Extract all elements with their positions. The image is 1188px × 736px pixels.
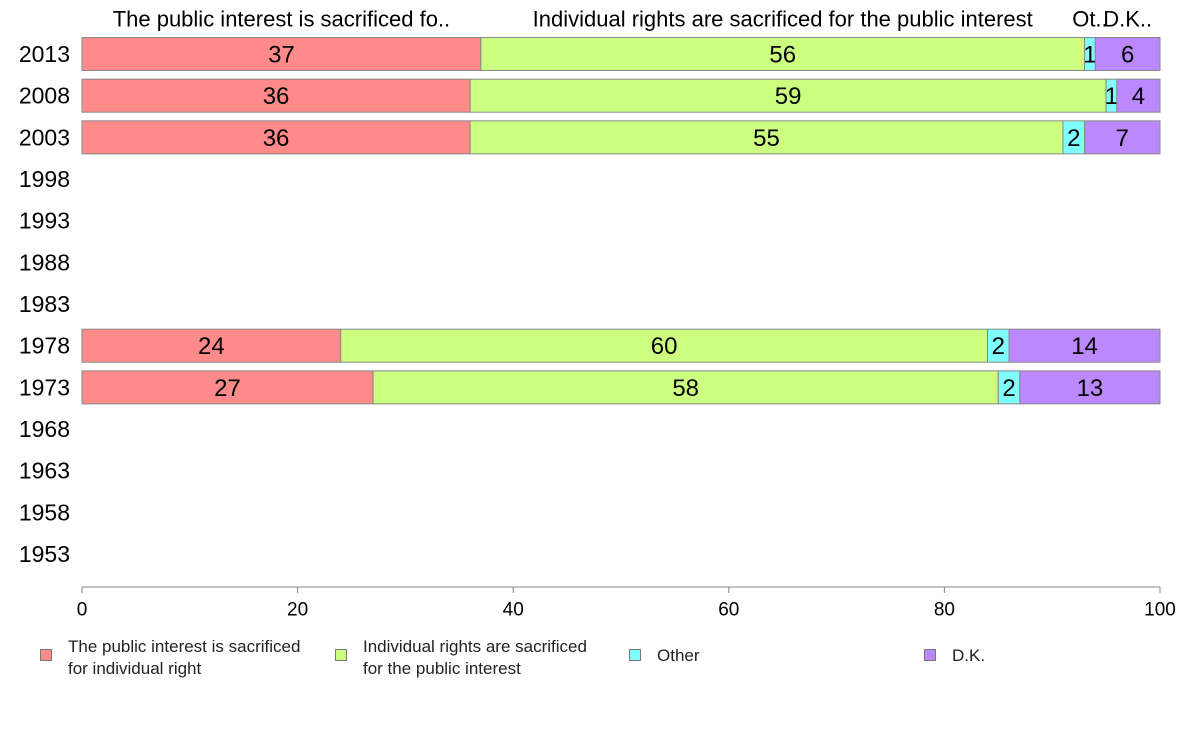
data-label: 56 bbox=[769, 42, 796, 69]
y-tick-label: 1958 bbox=[19, 499, 70, 525]
data-label: 1 bbox=[1105, 83, 1118, 110]
data-label: 55 bbox=[753, 125, 780, 152]
data-label: 1 bbox=[1083, 42, 1096, 69]
data-label: 2 bbox=[1067, 125, 1080, 152]
stacked-bar-chart: The public interest is sacrificed fo.. In… bbox=[19, 7, 1176, 621]
x-tick-label: 60 bbox=[718, 600, 739, 621]
legend-label: D.K. bbox=[952, 646, 986, 665]
bar-segment bbox=[1019, 370, 1161, 405]
x-tick-label: 0 bbox=[77, 600, 88, 621]
legend-item-dk: D.K. bbox=[924, 636, 985, 667]
x-tick-label: 40 bbox=[503, 600, 524, 621]
bar-segment bbox=[81, 78, 471, 113]
y-tick-label: 2008 bbox=[19, 83, 70, 109]
bar-segment bbox=[480, 37, 1086, 71]
legend-item-individual-rights: Individual rights are sacrificed for the … bbox=[335, 636, 587, 680]
bar-segment bbox=[372, 370, 999, 405]
legend-item-other: Other bbox=[629, 636, 700, 667]
data-label: 60 bbox=[651, 333, 678, 360]
data-label: 36 bbox=[263, 125, 290, 152]
bar-segment bbox=[81, 120, 471, 155]
y-tick-label: 2013 bbox=[19, 41, 70, 67]
x-tick-label: 20 bbox=[287, 600, 308, 621]
y-tick-label: 2003 bbox=[19, 124, 70, 150]
bar-segment bbox=[1094, 37, 1161, 71]
bar-segment bbox=[81, 328, 342, 363]
data-label: 14 bbox=[1071, 333, 1098, 360]
legend-swatch bbox=[40, 649, 52, 661]
series-header: Individual rights are sacrificed for the… bbox=[533, 7, 1033, 32]
x-tick-label: 100 bbox=[1144, 600, 1176, 621]
legend-swatch bbox=[335, 649, 347, 661]
legend-label: The public interest is sacrificed for ind… bbox=[68, 637, 301, 678]
legend-swatch bbox=[924, 649, 936, 661]
y-tick-label: 1968 bbox=[19, 416, 70, 442]
data-label: 37 bbox=[268, 42, 295, 69]
data-label: 13 bbox=[1077, 375, 1104, 402]
data-label: 24 bbox=[198, 333, 225, 360]
bar-segment bbox=[469, 120, 1064, 155]
data-label: 2 bbox=[1002, 375, 1015, 402]
bar-segment bbox=[469, 78, 1107, 113]
bar-segment bbox=[1008, 328, 1161, 363]
y-tick-label: 1978 bbox=[19, 333, 70, 359]
y-tick-label: 1953 bbox=[19, 541, 70, 567]
data-label: 59 bbox=[775, 83, 802, 110]
legend-item-public-interest: The public interest is sacrificed for ind… bbox=[40, 636, 300, 680]
legend-swatch bbox=[629, 649, 641, 661]
x-tick-label: 80 bbox=[934, 600, 955, 621]
data-label: 7 bbox=[1116, 125, 1129, 152]
data-label: 27 bbox=[214, 375, 241, 402]
legend-label: Other bbox=[657, 646, 700, 665]
y-tick-label: 1963 bbox=[19, 458, 70, 484]
bar-segment bbox=[81, 370, 374, 405]
legend: The public interest is sacrificed for ind… bbox=[0, 636, 1188, 686]
data-label: 2 bbox=[992, 333, 1005, 360]
bar-segment bbox=[81, 37, 482, 71]
data-label: 4 bbox=[1132, 83, 1145, 110]
y-tick-label: 1993 bbox=[19, 208, 70, 234]
y-tick-label: 1998 bbox=[19, 166, 70, 192]
legend-label: Individual rights are sacrificed for the … bbox=[363, 637, 587, 678]
series-header: The public interest is sacrificed fo.. bbox=[113, 7, 450, 32]
y-tick-label: 1983 bbox=[19, 291, 70, 317]
y-tick-label: 1988 bbox=[19, 249, 70, 275]
data-label: 36 bbox=[263, 83, 290, 110]
bar-segment bbox=[1116, 78, 1161, 113]
bar-segment bbox=[1084, 120, 1161, 155]
data-label: 58 bbox=[672, 375, 699, 402]
series-header: D.K.. bbox=[1103, 7, 1152, 32]
series-header: Ot.. bbox=[1072, 7, 1107, 32]
data-label: 6 bbox=[1121, 42, 1134, 69]
y-tick-label: 1973 bbox=[19, 374, 70, 400]
